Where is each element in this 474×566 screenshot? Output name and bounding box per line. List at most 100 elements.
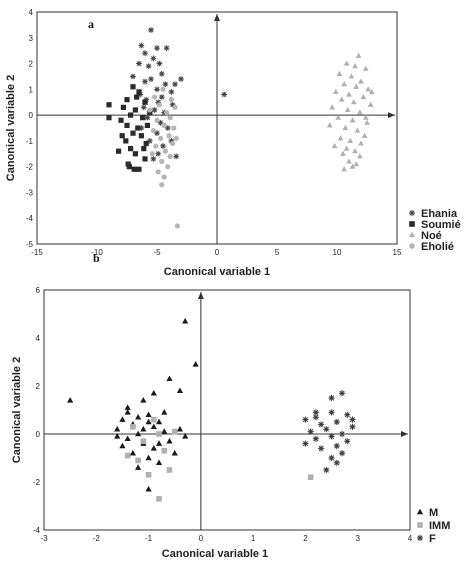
legend-item: Ehania xyxy=(408,208,458,220)
data-point xyxy=(348,73,355,79)
y-tick-label: -2 xyxy=(33,478,41,487)
data-point xyxy=(156,496,162,502)
data-point xyxy=(349,163,356,169)
legend-marker-icon xyxy=(408,231,416,238)
data-point xyxy=(312,409,319,416)
data-point xyxy=(132,107,138,113)
data-point xyxy=(307,428,314,435)
data-point xyxy=(349,416,356,423)
data-point xyxy=(347,137,354,143)
y-tick-label: -2 xyxy=(26,163,34,172)
data-point xyxy=(106,102,112,108)
data-point xyxy=(150,389,157,396)
data-point xyxy=(124,404,131,410)
data-point xyxy=(344,411,351,418)
series-imm xyxy=(124,416,314,502)
data-point xyxy=(329,104,336,110)
data-point xyxy=(176,387,184,394)
y-tick-label: 3 xyxy=(29,34,34,43)
data-point xyxy=(142,50,148,57)
data-point xyxy=(333,418,340,426)
data-point xyxy=(361,132,368,138)
data-point xyxy=(140,425,147,432)
y-arrow-icon xyxy=(214,14,220,21)
data-point xyxy=(352,148,358,154)
panel-label: b xyxy=(93,251,100,265)
data-point xyxy=(340,150,346,156)
data-point xyxy=(145,63,152,69)
data-point xyxy=(155,99,162,106)
data-point xyxy=(356,109,363,115)
data-point xyxy=(343,60,350,66)
data-point xyxy=(142,99,148,105)
data-point xyxy=(362,114,369,120)
data-point xyxy=(146,138,153,144)
data-point xyxy=(132,151,138,157)
data-points xyxy=(67,317,356,502)
y-axis-title: Canonical variable 2 xyxy=(5,75,17,181)
data-point xyxy=(341,81,348,87)
data-point xyxy=(129,449,136,456)
data-point xyxy=(145,418,152,425)
data-point xyxy=(145,411,152,418)
data-point xyxy=(174,223,180,229)
data-point xyxy=(124,97,130,103)
y-tick-label: 4 xyxy=(29,8,34,17)
data-point xyxy=(156,431,162,437)
data-point xyxy=(328,454,335,462)
data-point xyxy=(144,114,151,121)
data-point xyxy=(338,96,345,102)
data-point xyxy=(130,424,136,430)
x-axis-title: Canonical variable 1 xyxy=(164,266,270,278)
y-tick-label: -4 xyxy=(33,526,41,535)
legend-label: M xyxy=(429,507,438,519)
y-tick-label: 0 xyxy=(36,430,41,439)
data-point xyxy=(173,135,179,141)
data-point xyxy=(169,101,176,108)
data-point xyxy=(145,485,152,492)
data-point xyxy=(307,474,314,480)
data-point xyxy=(362,65,369,71)
data-point xyxy=(126,164,132,170)
data-point xyxy=(119,442,126,449)
legend-item: Eholié xyxy=(409,241,454,253)
data-point xyxy=(140,438,147,444)
plot-frame xyxy=(43,289,411,531)
legend-marker-icon xyxy=(416,534,424,542)
y-tick-label: -5 xyxy=(26,240,34,249)
data-point xyxy=(156,102,162,108)
data-point xyxy=(135,430,142,437)
data-point xyxy=(131,166,137,172)
legend-item: Soumié xyxy=(409,219,461,231)
data-point xyxy=(338,430,346,438)
panel-label: a xyxy=(88,17,94,31)
data-point xyxy=(128,112,134,118)
y-tick-label: -4 xyxy=(26,214,34,223)
data-point xyxy=(336,70,343,76)
x-tick-label: 0 xyxy=(215,248,220,257)
data-point xyxy=(343,145,350,151)
y-tick-label: -3 xyxy=(26,188,34,197)
legend-item: F xyxy=(416,533,436,545)
data-point xyxy=(161,428,168,434)
data-point xyxy=(154,130,160,137)
data-point xyxy=(150,55,157,62)
data-point xyxy=(158,135,164,141)
x-tick-label: 0 xyxy=(199,534,204,543)
data-point xyxy=(168,89,175,95)
data-point xyxy=(159,182,165,188)
data-point xyxy=(318,445,325,452)
data-point xyxy=(365,86,372,92)
data-point xyxy=(136,166,142,172)
data-point xyxy=(155,440,163,446)
data-point xyxy=(338,450,346,457)
data-point xyxy=(162,148,168,154)
data-point xyxy=(156,60,163,67)
legend-label: Ehania xyxy=(421,208,458,220)
data-point xyxy=(353,160,360,167)
data-point xyxy=(332,88,339,94)
data-point xyxy=(341,166,348,172)
y-tick-label: 0 xyxy=(29,111,34,120)
data-point xyxy=(158,94,165,100)
data-point xyxy=(166,133,172,139)
